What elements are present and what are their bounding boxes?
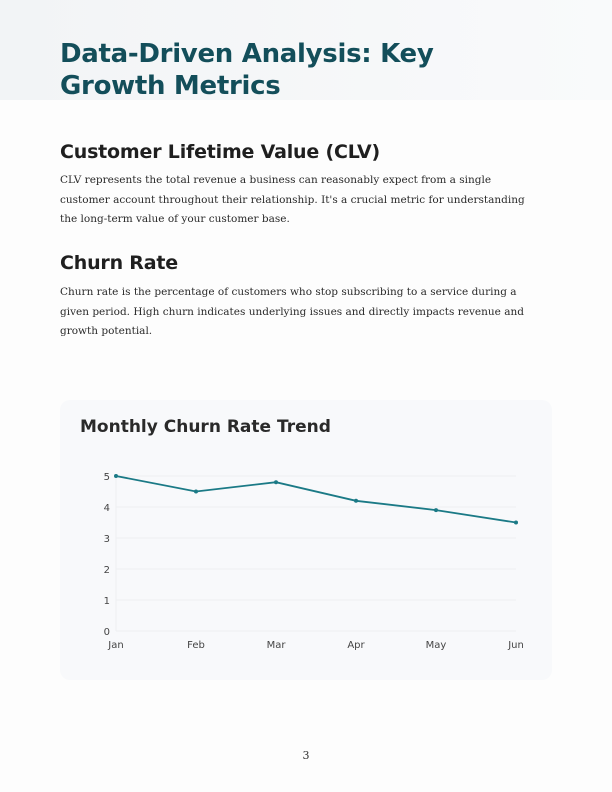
section-body-clv: CLV represents the total revenue a busin…: [60, 174, 525, 225]
chart-card: Monthly Churn Rate Trend 0 1 2 3 4 5 Jan Feb Mar…: [60, 400, 552, 680]
churn-line-chart: 0 1 2 3 4 5 Jan Feb Mar Apr May Jun: [104, 472, 524, 651]
data-point: [114, 474, 118, 478]
x-tick-label: Feb: [187, 640, 205, 651]
y-tick-label: 1: [104, 596, 110, 607]
section-heading-churn: Churn Rate: [60, 252, 178, 274]
x-tick-label: May: [426, 640, 447, 651]
section-heading-clv: Customer Lifetime Value (CLV): [60, 141, 380, 163]
chart-title: Monthly Churn Rate Trend: [80, 417, 331, 437]
y-tick-label: 0: [104, 627, 110, 638]
page-number: 3: [302, 749, 310, 762]
x-tick-label: Apr: [347, 640, 365, 651]
header-band: [0, 0, 612, 100]
data-point: [274, 480, 278, 485]
y-tick-label: 2: [104, 565, 110, 576]
data-point: [514, 520, 518, 525]
y-tick-label: 3: [104, 534, 110, 545]
y-tick-label: 5: [104, 472, 110, 483]
data-point: [354, 498, 358, 503]
series-line: [115, 475, 517, 524]
page-title: Data-Driven Analysis: Key Growth Metrics: [60, 39, 434, 101]
x-tick-label: Jan: [107, 640, 123, 651]
y-tick-label: 4: [104, 503, 110, 514]
data-point: [194, 489, 198, 494]
section-body-churn: Churn rate is the percentage of customer…: [60, 286, 524, 337]
x-tick-label: Mar: [267, 640, 287, 651]
data-point: [434, 508, 438, 513]
x-tick-label: Jun: [507, 640, 524, 651]
